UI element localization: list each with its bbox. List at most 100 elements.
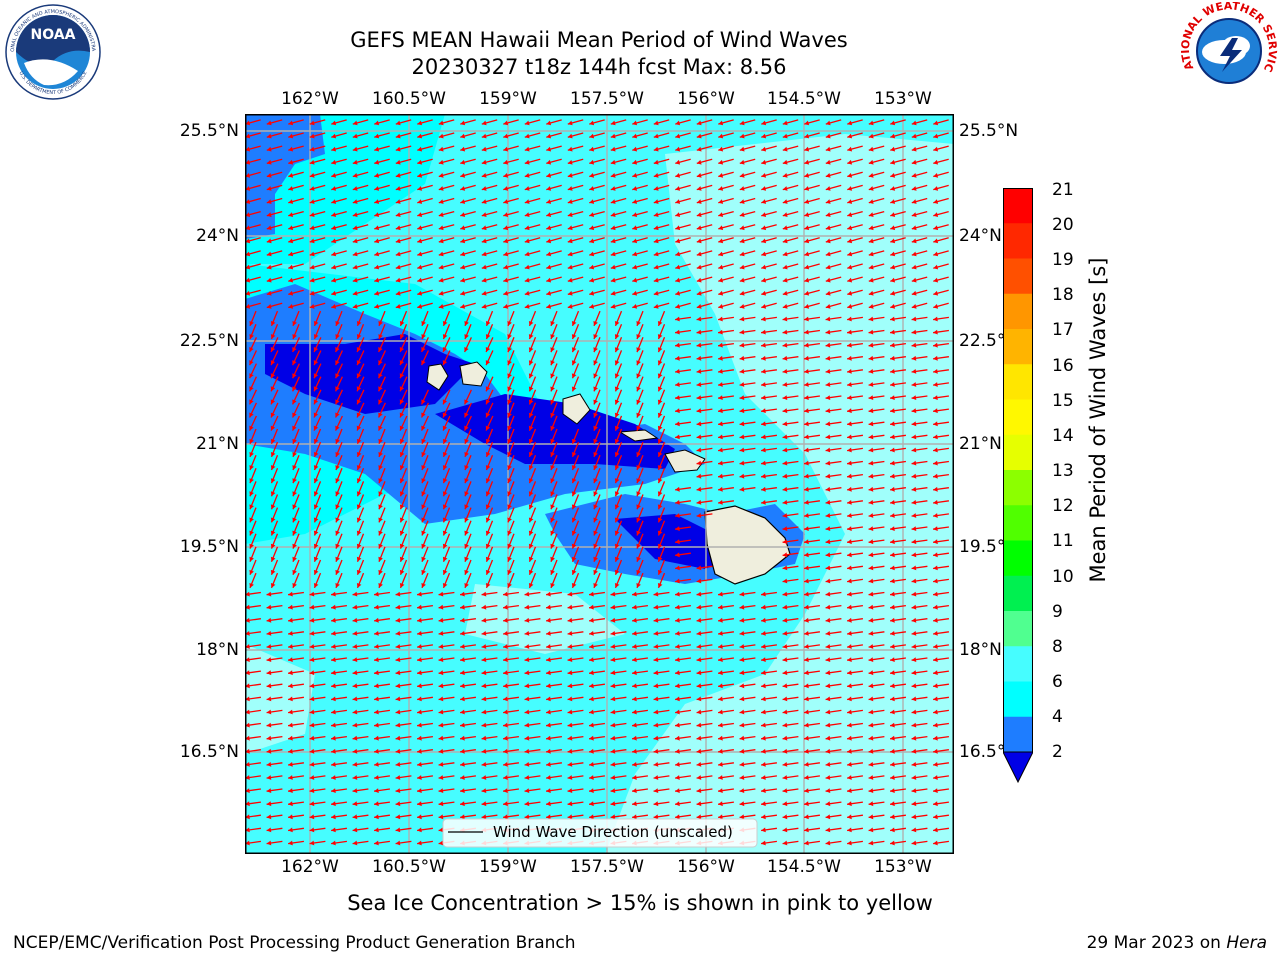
- legend-box: [442, 818, 758, 848]
- wave-arrow-head: [593, 452, 598, 457]
- wave-arrow-head: [288, 840, 293, 846]
- wave-arrow-head: [890, 683, 895, 689]
- wave-arrow-head: [761, 775, 766, 780]
- wave-arrow-head: [481, 277, 487, 283]
- wave-arrow-head: [309, 748, 315, 754]
- wave-arrow-head: [288, 146, 294, 152]
- wave-arrow-head: [313, 386, 319, 392]
- wave-arrow-head: [610, 775, 616, 780]
- wave-arrow-head: [696, 146, 702, 152]
- wave-arrow-head: [464, 543, 469, 549]
- wave-arrow-head: [933, 683, 938, 689]
- wave-arrow-head: [270, 412, 276, 418]
- wave-arrow-head: [933, 670, 938, 676]
- wave-arrow-head: [593, 583, 598, 588]
- noaa-logo: NOAA NATIONAL OCEANIC AND ATMOSPHERIC AD…: [1, 0, 102, 101]
- run-date-text: 29 Mar 2023 on: [1086, 933, 1227, 953]
- wave-arrow-head: [675, 657, 680, 662]
- wave-arrow-head: [528, 321, 534, 326]
- wave-arrow-head: [292, 491, 297, 497]
- wave-arrow-head: [331, 238, 337, 244]
- lon-label-bottom: 153°W: [874, 857, 932, 877]
- wave-arrow-head: [933, 486, 938, 492]
- wave-arrow-head: [718, 486, 723, 492]
- wave-arrow-head: [804, 513, 809, 518]
- wave-arrow-head: [395, 775, 401, 780]
- wave-arrow-head: [657, 543, 663, 549]
- wave-arrow-head: [485, 386, 491, 392]
- wave-arrow-head: [331, 173, 337, 178]
- wave-arrow-head: [739, 801, 745, 807]
- wave-arrow-head: [614, 360, 620, 366]
- wave-arrow-head: [911, 120, 917, 126]
- colorbar-tick: 6: [1052, 672, 1063, 692]
- wave-arrow-head: [761, 186, 767, 191]
- wave-arrow-head: [825, 644, 831, 649]
- wave-arrow-head: [546, 290, 552, 296]
- wave-arrow-head: [933, 748, 938, 754]
- wave-arrow-head: [524, 657, 530, 662]
- wave-arrow-head: [352, 120, 358, 126]
- wave-arrow-head: [825, 578, 831, 584]
- wave-arrow-head: [438, 801, 444, 807]
- wave-arrow-head: [847, 775, 852, 780]
- wave-arrow-head: [675, 238, 681, 244]
- wave-arrow-head: [890, 434, 895, 440]
- wave-arrow-head: [632, 212, 638, 217]
- wave-arrow-head: [825, 408, 831, 414]
- wave-arrow-head: [825, 460, 831, 466]
- wave-arrow-head: [331, 644, 336, 649]
- wave-arrow-head: [675, 382, 680, 387]
- wave-arrow-head: [933, 578, 938, 584]
- wave-arrow-head: [438, 290, 444, 296]
- wave-arrow-head: [503, 238, 509, 244]
- wave-arrow-head: [270, 478, 276, 484]
- wave-arrow-head: [507, 334, 512, 339]
- wave-arrow-head: [417, 159, 423, 165]
- wave-arrow-head: [507, 530, 512, 536]
- wave-arrow-head: [718, 264, 724, 270]
- wave-arrow-head: [890, 814, 895, 820]
- wave-arrow-head: [567, 709, 573, 715]
- wave-arrow-head: [675, 775, 680, 780]
- wave-arrow-head: [442, 347, 448, 352]
- wave-arrow-head: [442, 360, 448, 366]
- wave-arrow-head: [356, 334, 362, 339]
- wave-arrow-head: [761, 748, 766, 754]
- wave-arrow-head: [718, 447, 723, 453]
- wave-arrow-head: [460, 801, 465, 807]
- wave-arrow-head: [485, 438, 491, 444]
- wave-arrow-head: [614, 347, 620, 353]
- wave-arrow-head: [718, 369, 723, 374]
- wave-arrow-head: [696, 762, 702, 767]
- wave-arrow-head: [524, 631, 530, 636]
- wave-arrow-head: [825, 604, 831, 610]
- wave-arrow-head: [270, 452, 276, 457]
- wave-arrow-head: [438, 617, 444, 623]
- wave-arrow-head: [571, 438, 577, 444]
- wave-arrow-head: [696, 173, 702, 178]
- wave-arrow-head: [417, 133, 423, 139]
- wave-arrow-head: [550, 556, 555, 562]
- wave-arrow-head: [696, 578, 702, 584]
- wave-arrow-head: [782, 486, 788, 492]
- wave-arrow-head: [507, 412, 512, 418]
- wave-arrow-head: [675, 421, 680, 427]
- wave-arrow-head: [696, 395, 702, 400]
- wave-arrow-head: [589, 683, 594, 689]
- wave-arrow-head: [675, 355, 680, 361]
- wave-arrow-head: [632, 120, 638, 126]
- wave-arrow-head: [847, 159, 853, 165]
- wave-arrow-head: [593, 543, 598, 549]
- map-canvas: Wind Wave Direction (unscaled): [245, 114, 954, 854]
- wave-arrow-head: [331, 748, 336, 754]
- wave-arrow-head: [825, 159, 831, 165]
- wave-arrow-head: [399, 321, 405, 326]
- wave-arrow-head: [614, 543, 620, 549]
- wave-arrow-head: [485, 425, 491, 431]
- wave-arrow-head: [528, 478, 534, 484]
- wave-arrow-head: [718, 395, 723, 400]
- wave-arrow-head: [417, 251, 423, 257]
- wave-arrow-head: [309, 212, 315, 217]
- wave-arrow-head: [528, 373, 534, 379]
